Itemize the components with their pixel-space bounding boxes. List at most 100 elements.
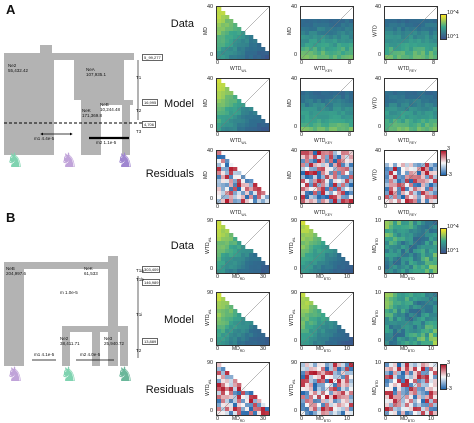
x-axis-label-sub: BTD [323,419,331,423]
y-axis-label-sub: BTD [374,380,379,388]
x-axis-label-main: MD [316,274,324,280]
x-tick-right: 30 [260,274,267,280]
y-axis-label: WTDWL [289,309,296,326]
deer-icon-5: ♞ [60,364,78,386]
y-axis-label: MD [202,27,209,35]
y-axis-label-sub: BTD [374,238,379,246]
x-axis-label: WTDKEY [314,210,332,217]
y-tick-bottom: 0 [378,266,382,272]
x-axis-label-sub: BTD [407,419,415,423]
y-axis-label-main: WTD [288,314,295,326]
deer-icon-3: ♞ [116,150,134,172]
x-tick-right: 8 [432,60,436,66]
x-tick-left: 0 [384,416,388,422]
y-tick-top: 90 [207,360,214,366]
x-tick-left: 0 [300,346,304,352]
x-tick-left: 0 [300,204,304,210]
x-axis-label-main: WTD [398,138,410,144]
migration-m-b: m 1.0e-5 [60,290,78,295]
y-tick-top: 10 [375,360,382,366]
heatmap-b-r1-c1 [216,220,270,274]
deer-icon-4: ♞ [6,364,24,386]
x-tick-right: 10 [344,274,351,280]
row-label-residuals-a: Residuals [145,168,194,180]
node-ne2-b: Ne2 38,411.71 [60,336,80,346]
y-tick-top: 90 [207,218,214,224]
x-axis-label: MDBTD [316,416,331,423]
y-tick-top: 40 [291,148,298,154]
y-axis-label: WTDWL [205,379,212,396]
y-tick-top: 90 [291,218,298,224]
time-label-t2: T2 [136,348,142,353]
x-tick-left: 0 [216,346,220,352]
x-tick-right: 8 [348,60,352,66]
x-axis-label: WTDREY [398,138,417,145]
deer-icon-6: ♞ [116,364,134,386]
x-axis-label-main: MD [400,346,408,352]
y-axis-label: MD [286,99,293,107]
x-tick-left: 0 [216,204,220,210]
x-axis-label-main: MD [232,346,240,352]
y-axis-label: WTD [372,97,379,109]
x-axis-label-sub: RD [239,349,245,353]
row-label-model-a: Model [164,98,194,110]
x-tick-right: 8 [348,204,352,210]
x-tick-left: 0 [384,60,388,66]
x-axis-label: WTDREY [398,210,417,217]
x-axis-label-sub: WL [241,141,247,145]
y-tick-top: 10 [375,218,382,224]
x-tick-right: 10 [428,274,435,280]
y-axis-label: MDBTD [372,238,379,253]
node-neb-b: NeB 204,997.6 [6,266,27,276]
x-axis-label-main: WTD [314,66,326,72]
deer-icon-1: ♞ [6,150,24,172]
x-tick-right: 10 [428,346,435,352]
x-axis-label-sub: WL [241,69,247,73]
x-tick-left: 0 [384,346,388,352]
x-axis-label-sub: BTD [323,349,331,353]
x-tick-left: 0 [384,132,388,138]
time-box-b3: 13,889 [142,338,159,345]
y-axis-label: WTDWL [205,237,212,254]
x-tick-left: 0 [300,60,304,66]
heatmap-a-r2-c3 [384,78,438,132]
y-tick-top: 90 [291,290,298,296]
y-tick-bottom: 0 [294,408,298,414]
y-axis-label-main: MD [371,387,378,395]
y-tick-bottom: 0 [210,124,214,130]
row-label-data-b: Data [170,240,194,252]
cbar-tick-top-b: 10^4 [447,224,459,230]
x-axis-label-main: MD [400,416,408,422]
y-tick-top: 40 [375,148,382,154]
x-tick-right: 8 [432,132,436,138]
heatmap-a-r1-c1 [216,6,270,60]
cbar-resid-bot-b: -3 [447,386,452,392]
demographic-tree-b [4,256,139,366]
x-tick-left: 0 [216,274,220,280]
y-tick-top: 90 [291,360,298,366]
y-tick-bottom: 0 [378,196,382,202]
x-axis-label-sub: WL [241,213,247,217]
y-axis-label: MDBTD [372,310,379,325]
x-tick-left: 0 [300,132,304,138]
y-tick-top: 40 [207,76,214,82]
y-tick-top: 90 [207,290,214,296]
y-axis-label-sub: WL [291,309,296,315]
y-axis-label: WTD [372,169,379,181]
demographic-tree-a [4,45,144,155]
migration-m2-a: m2 1.1e-5 [96,140,117,145]
y-tick-bottom: 0 [210,408,214,414]
x-tick-right: 10 [344,416,351,422]
time-label-t1a: T1a [136,268,144,273]
heatmap-b-r2-c2 [300,292,354,346]
y-tick-bottom: 0 [294,196,298,202]
x-tick-right: 8 [432,204,436,210]
heatmap-a-r1-c3 [384,6,438,60]
x-axis-label-main: WTD [230,210,242,216]
colorbar-data-a [440,14,447,40]
cbar-resid-top-a: 3 [447,146,451,152]
x-tick-left: 0 [384,204,388,210]
x-axis-label-sub: KEY [325,213,333,217]
node-neb-a: NeB 10,244.48 [100,102,121,112]
y-tick-bottom: 0 [210,52,214,58]
